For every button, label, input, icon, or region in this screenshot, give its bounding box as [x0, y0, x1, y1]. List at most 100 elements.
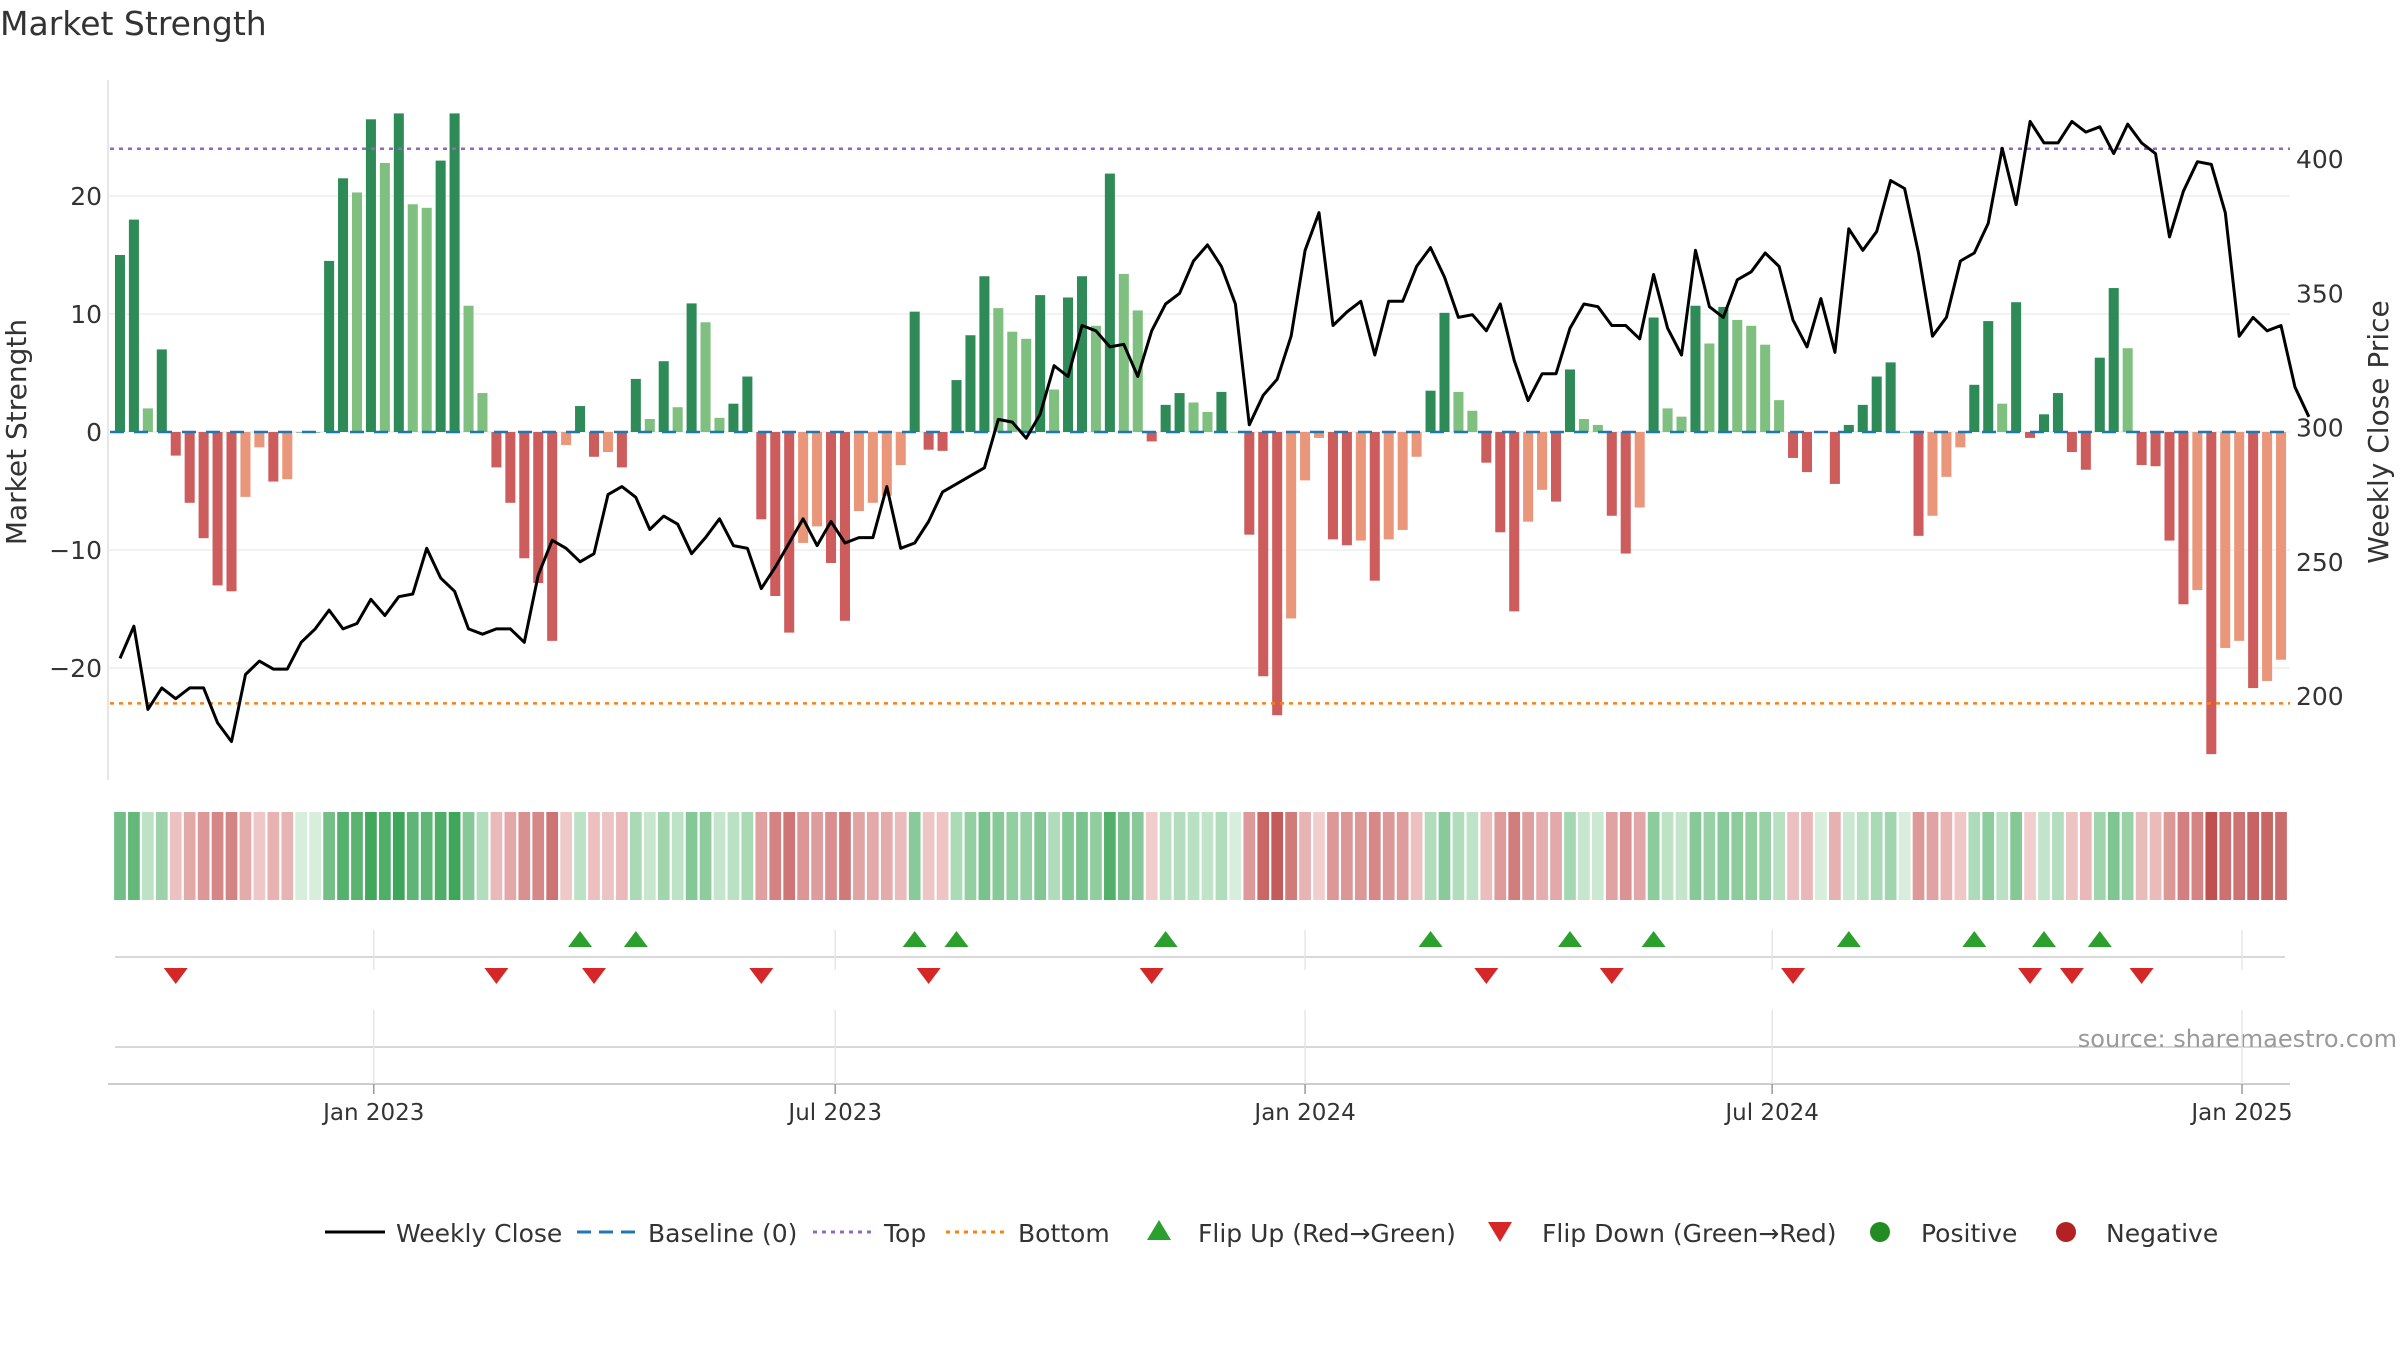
heat-strip-cell [1159, 812, 1172, 900]
heat-strip-cell [978, 812, 991, 900]
flip-down-marker [582, 968, 607, 984]
strength-bar [993, 308, 1004, 432]
heat-strip-cell [1884, 812, 1897, 900]
strength-bar [839, 432, 850, 621]
heat-strip-cell [1745, 812, 1758, 900]
strength-bar [714, 417, 725, 432]
y-tick-label: 10 [70, 300, 102, 329]
x-tick-label: Jul 2023 [786, 1100, 882, 1126]
strength-bar [2234, 432, 2245, 641]
strength-bar [1704, 343, 1715, 432]
heat-strip-cell [1006, 812, 1019, 900]
heat-strip-cell [671, 812, 684, 900]
legend-flip-up: Flip Up (Red→Green) [1198, 1219, 1456, 1248]
strength-bar [282, 432, 293, 480]
heat-strip-cell [2233, 812, 2246, 900]
heat-strip-cell [239, 812, 252, 900]
heat-strip-cell [1341, 812, 1353, 900]
flip-down-marker [2059, 968, 2084, 984]
flip-down-marker [916, 968, 941, 984]
heat-strip-cell [1048, 812, 1060, 900]
strength-bar [1272, 432, 1283, 716]
strength-bar [1662, 408, 1673, 432]
heat-strip-cell [392, 812, 405, 900]
strength-bar [1732, 319, 1743, 432]
flip-down-marker [749, 968, 774, 984]
strength-bar [1216, 391, 1227, 432]
heat-strip-cell [1257, 812, 1270, 900]
strength-bar [1230, 432, 1241, 433]
flip-down-marker [2018, 968, 2043, 984]
heat-strip-cell [1117, 812, 1130, 900]
heat-strip-cell [197, 812, 210, 900]
strength-bar [463, 305, 474, 432]
heat-strip-cell [532, 812, 545, 900]
strength-bar [784, 432, 795, 633]
heat-strip-cell [1996, 812, 2009, 900]
strength-bar [895, 432, 906, 466]
strength-bar [240, 432, 251, 497]
heat-strip-cell [1480, 812, 1493, 900]
heat-strip-cell [1299, 812, 1311, 900]
heat-strip-cell [1815, 812, 1827, 900]
strength-bar [2276, 432, 2287, 660]
strength-bar [1620, 432, 1631, 554]
strength-bar [1104, 173, 1115, 432]
strength-bar [2136, 432, 2147, 466]
legend: Weekly Close Baseline (0) Top Bottom Fli… [325, 1219, 2218, 1248]
strength-bar [296, 432, 307, 433]
legend-negative-marker [2056, 1222, 2076, 1242]
strength-bar [2080, 432, 2091, 470]
heat-strip-cell [225, 812, 238, 900]
heat-strip-cell [183, 812, 196, 900]
heat-strip-cell [880, 812, 893, 900]
heat-strip-cell [211, 812, 224, 900]
flip-down-marker [1599, 968, 1624, 984]
strength-bar [1578, 419, 1589, 432]
strength-bar [2038, 414, 2050, 432]
heat-strip-cell [629, 812, 642, 900]
heat-strip-cell [1578, 812, 1590, 900]
strength-bar [1439, 312, 1450, 432]
heat-strip-cell [1564, 812, 1576, 900]
heat-strip-cell [169, 812, 182, 900]
strength-bar [379, 162, 390, 432]
heat-strip-cell [1020, 812, 1033, 900]
heat-strip-cell [2121, 812, 2134, 900]
strength-bar [1718, 306, 1729, 432]
strength-bars [114, 113, 2287, 755]
strength-bar [142, 408, 153, 432]
heat-strip-cell [406, 812, 419, 900]
heat-strip-cell [2107, 812, 2120, 900]
strength-bar [616, 432, 627, 468]
y2-axis-label: Weekly Close Price [2362, 300, 2395, 563]
heat-strip-cell [1285, 812, 1297, 900]
strength-bar [700, 322, 711, 432]
heat-strip-cell [1619, 812, 1632, 900]
heat-strip-cell [2052, 812, 2064, 900]
strength-bar [128, 219, 139, 432]
flip-up-marker [1641, 931, 1666, 947]
flip-up-marker [1557, 931, 1582, 947]
x-tick-label: Jan 2025 [2189, 1100, 2292, 1126]
strength-bar [170, 432, 181, 456]
legend-bottom: Bottom [1018, 1219, 1110, 1248]
strength-bar [1188, 402, 1199, 432]
strength-bar [1397, 432, 1408, 530]
heat-strip-cell [1522, 812, 1534, 900]
y-axis-label: Market Strength [0, 319, 33, 545]
strength-bar [2262, 432, 2273, 681]
strength-bar [226, 432, 237, 592]
strength-bar [951, 380, 962, 432]
heat-strip-cell [1452, 812, 1465, 900]
heat-strip-cell [267, 812, 280, 900]
heat-strip-cell [574, 812, 586, 900]
strength-bar [2178, 432, 2189, 605]
strength-bar [393, 113, 404, 433]
heat-strip-cell [1829, 812, 1841, 900]
strength-bar [449, 113, 460, 433]
heat-strip-cell [1898, 812, 1911, 900]
weekly-close-line [118, 119, 2311, 744]
heat-strip-cell [476, 812, 489, 900]
legend-positive-marker [1870, 1222, 1890, 1242]
